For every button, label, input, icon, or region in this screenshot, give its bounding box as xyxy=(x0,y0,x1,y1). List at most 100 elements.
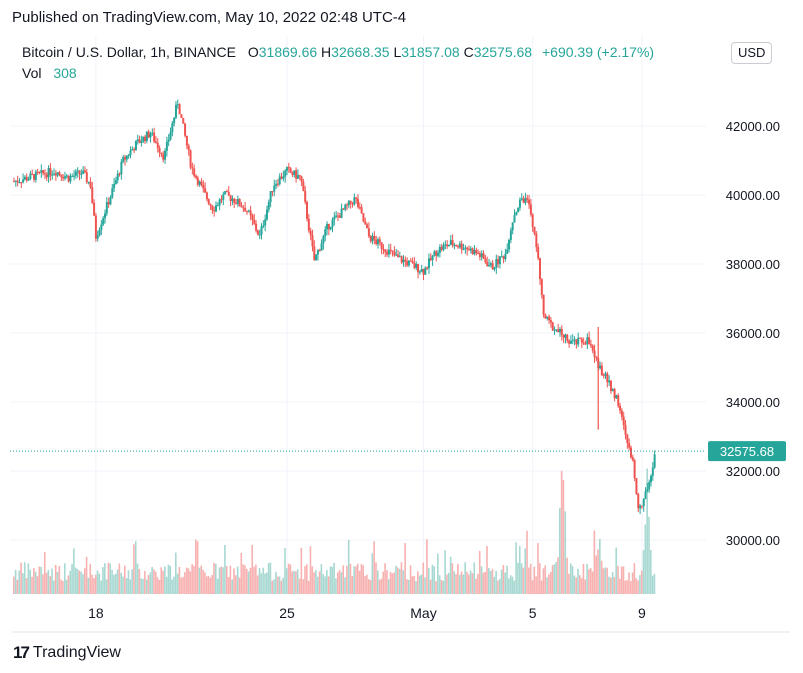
volume-bar xyxy=(165,576,168,594)
candle-body xyxy=(307,218,310,231)
volume-bar xyxy=(520,563,523,594)
candle-body xyxy=(613,389,616,399)
candle-body xyxy=(211,205,214,211)
volume-bar xyxy=(27,563,30,594)
volume-bar xyxy=(289,564,292,594)
candle-body xyxy=(560,328,563,335)
volume-bar xyxy=(504,572,506,594)
candle-body xyxy=(391,250,394,252)
candle-body xyxy=(509,230,512,240)
volume-bar xyxy=(364,575,366,594)
candle-body xyxy=(382,248,385,251)
volume-bar xyxy=(245,568,248,594)
candle-body xyxy=(76,170,79,172)
volume-bar xyxy=(426,539,428,594)
candle-body xyxy=(111,188,114,198)
candle-body xyxy=(407,260,410,266)
candle-body xyxy=(466,247,469,250)
candle-body xyxy=(235,202,238,204)
candle-body xyxy=(453,244,456,246)
candle-body xyxy=(526,198,529,200)
candle-body xyxy=(648,482,651,490)
candle-body xyxy=(473,250,476,255)
candle-body xyxy=(291,172,294,175)
candle-body xyxy=(586,337,589,345)
candle-body xyxy=(265,209,268,220)
candle-body xyxy=(98,229,101,236)
candle-body xyxy=(402,259,405,263)
candle-body xyxy=(600,365,603,376)
volume-bar xyxy=(125,578,128,594)
candle-body xyxy=(185,135,188,146)
x-tick-label: May xyxy=(410,605,436,621)
volume-bar xyxy=(22,573,24,594)
candle-body xyxy=(169,132,172,140)
volume-bar xyxy=(178,566,181,594)
volume-bar xyxy=(242,564,244,594)
candle-body xyxy=(415,263,418,268)
volume-bar xyxy=(158,579,161,594)
volume-legend[interactable]: Vol 308 xyxy=(22,65,77,81)
volume-bar xyxy=(287,563,290,594)
candle-body xyxy=(411,261,414,263)
candle-body xyxy=(568,340,571,344)
candle-body xyxy=(14,180,17,182)
candle-body xyxy=(557,329,560,333)
volume-bar xyxy=(358,570,361,594)
volume-bar xyxy=(473,562,476,594)
volume-bar xyxy=(236,566,239,594)
candle-body xyxy=(80,173,83,175)
volume-bar xyxy=(631,572,634,594)
candle-body xyxy=(69,176,72,182)
volume-bar xyxy=(462,574,465,594)
candle-body xyxy=(375,239,378,245)
candle-body xyxy=(296,175,299,179)
currency-button[interactable]: USD xyxy=(731,42,773,64)
candle-body xyxy=(622,416,625,426)
symbol-legend[interactable]: Bitcoin / U.S. Dollar, 1h, BINANCE O3186… xyxy=(22,44,654,60)
volume-bar xyxy=(207,575,210,594)
volume-bar xyxy=(336,572,339,594)
volume-bar xyxy=(651,575,654,594)
volume-bar xyxy=(167,564,170,594)
volume-bar xyxy=(562,479,565,594)
volume-bar xyxy=(400,562,403,594)
candle-body xyxy=(569,341,572,344)
candle-body xyxy=(311,235,314,247)
candle-body xyxy=(236,198,239,204)
last-price-label: 32575.68 xyxy=(720,444,774,459)
close-value: 32575.68 xyxy=(473,44,533,60)
candle-body xyxy=(124,157,127,160)
candle-body xyxy=(127,155,130,157)
tradingview-brand[interactable]: 17 TradingView xyxy=(13,643,121,663)
candle-body xyxy=(378,239,381,243)
volume-bar xyxy=(253,566,255,594)
candle-body xyxy=(515,212,518,216)
volume-bar xyxy=(162,570,164,594)
volume-bar xyxy=(100,580,102,594)
volume-bar xyxy=(639,575,641,594)
candle-body xyxy=(198,181,201,185)
volume-bar xyxy=(116,569,119,594)
volume-bar xyxy=(617,565,619,594)
candle-body xyxy=(113,183,116,189)
candle-body xyxy=(87,181,90,183)
candle-body xyxy=(409,260,412,262)
candle-body xyxy=(316,250,319,255)
volume-bar xyxy=(196,541,199,594)
candle-body xyxy=(60,174,63,178)
candle-body xyxy=(538,258,541,280)
volume-bar xyxy=(429,579,432,594)
candle-body xyxy=(251,215,254,220)
candle-body xyxy=(89,181,92,188)
candle-body xyxy=(480,253,483,257)
candle-body xyxy=(258,234,261,236)
volume-bar xyxy=(54,565,57,594)
volume-bar xyxy=(522,567,525,594)
volume-bar xyxy=(591,571,594,594)
candle-body xyxy=(302,181,305,191)
y-tick-label: 36000.00 xyxy=(726,326,780,341)
candle-body xyxy=(82,170,85,174)
y-tick-label: 42000.00 xyxy=(726,119,780,134)
